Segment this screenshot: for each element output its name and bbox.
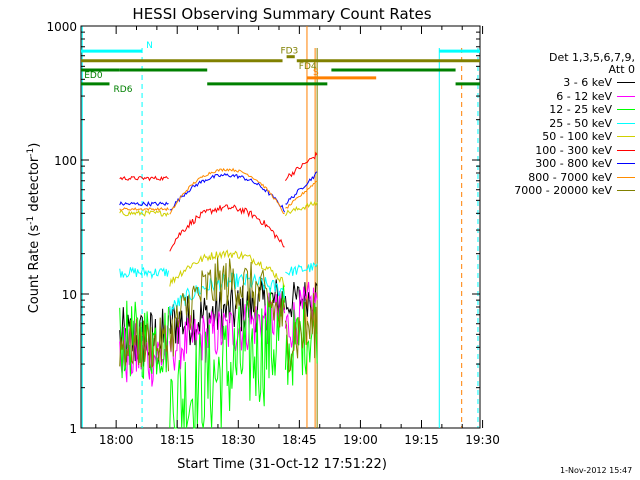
legend-swatch — [617, 190, 635, 191]
y-tick-label: 100 — [54, 154, 77, 168]
legend-swatch — [617, 82, 635, 83]
series-line — [285, 202, 317, 216]
series-line — [120, 202, 169, 206]
legend-swatch — [617, 177, 635, 178]
legend-entry: 50 - 100 keV — [500, 130, 635, 144]
status-bar-label: RD6 — [114, 85, 133, 95]
x-tick-label: 19:00 — [343, 433, 378, 447]
chart-title: HESSI Observing Summary Count Rates — [132, 5, 431, 23]
series-line — [285, 263, 317, 276]
legend-label: 100 - 300 keV — [535, 144, 612, 157]
legend-entry: 300 - 800 keV — [500, 157, 635, 171]
x-tick-label: 18:30 — [221, 433, 256, 447]
legend-swatch — [617, 163, 635, 164]
status-bar-label: ED0 — [84, 71, 103, 81]
legend-entry: 3 - 6 keV — [500, 76, 635, 90]
x-tick-label: 18:15 — [160, 433, 195, 447]
legend-swatch — [617, 136, 635, 137]
x-tick-label: 19:15 — [404, 433, 439, 447]
legend-label: 800 - 7000 keV — [528, 171, 612, 184]
legend-header-attenuator: Att 0 — [500, 64, 635, 76]
series-line — [285, 172, 317, 204]
legend-label: 50 - 100 keV — [542, 130, 612, 143]
legend-label: 7000 - 20000 keV — [514, 184, 612, 197]
legend-label: 300 - 800 keV — [535, 157, 612, 170]
status-bar-label: N — [146, 41, 153, 51]
legend-entry: 12 - 25 keV — [500, 103, 635, 117]
legend-label: 6 - 12 keV — [556, 90, 612, 103]
legend-label: 3 - 6 keV — [563, 76, 612, 89]
legend-swatch — [617, 109, 635, 110]
series-line — [170, 169, 285, 215]
series-line — [120, 177, 169, 181]
y-axis-label: Count Rate (s-1 detector-1) — [26, 143, 42, 314]
legend-swatch — [617, 123, 635, 124]
legend-entry: 800 - 7000 keV — [500, 171, 635, 185]
series-line — [120, 211, 169, 216]
legend-swatch — [617, 150, 635, 151]
y-tick-label: 10 — [62, 288, 77, 302]
legend-entry: 7000 - 20000 keV — [500, 184, 635, 198]
status-bar-label: FD4 — [299, 62, 317, 72]
legend-entry: 25 - 50 keV — [500, 117, 635, 131]
series-line — [170, 205, 285, 251]
y-tick-label: 1000 — [46, 20, 77, 34]
legend-entry: 100 - 300 keV — [500, 144, 635, 158]
series-line — [170, 251, 285, 287]
x-tick-label: 18:00 — [99, 433, 134, 447]
series-line — [120, 208, 169, 211]
legend-label: 25 - 50 keV — [549, 117, 612, 130]
series-line — [120, 267, 169, 277]
x-tick-label: 18:45 — [282, 433, 317, 447]
y-tick-label: 1 — [69, 422, 77, 436]
legend-label: 12 - 25 keV — [549, 103, 612, 116]
legend-entry: 6 - 12 keV — [500, 90, 635, 104]
chart-legend: Det 1,3,5,6,7,9, Att 0 3 - 6 keV 6 - 12 k… — [500, 52, 635, 198]
x-axis-label: Start Time (31-Oct-12 17:51:22) — [177, 457, 387, 472]
status-bar-label: FD3 — [280, 47, 298, 57]
timestamp: 1-Nov-2012 15:47 — [560, 466, 632, 475]
legend-swatch — [617, 96, 635, 97]
x-tick-label: 19:30 — [465, 433, 500, 447]
